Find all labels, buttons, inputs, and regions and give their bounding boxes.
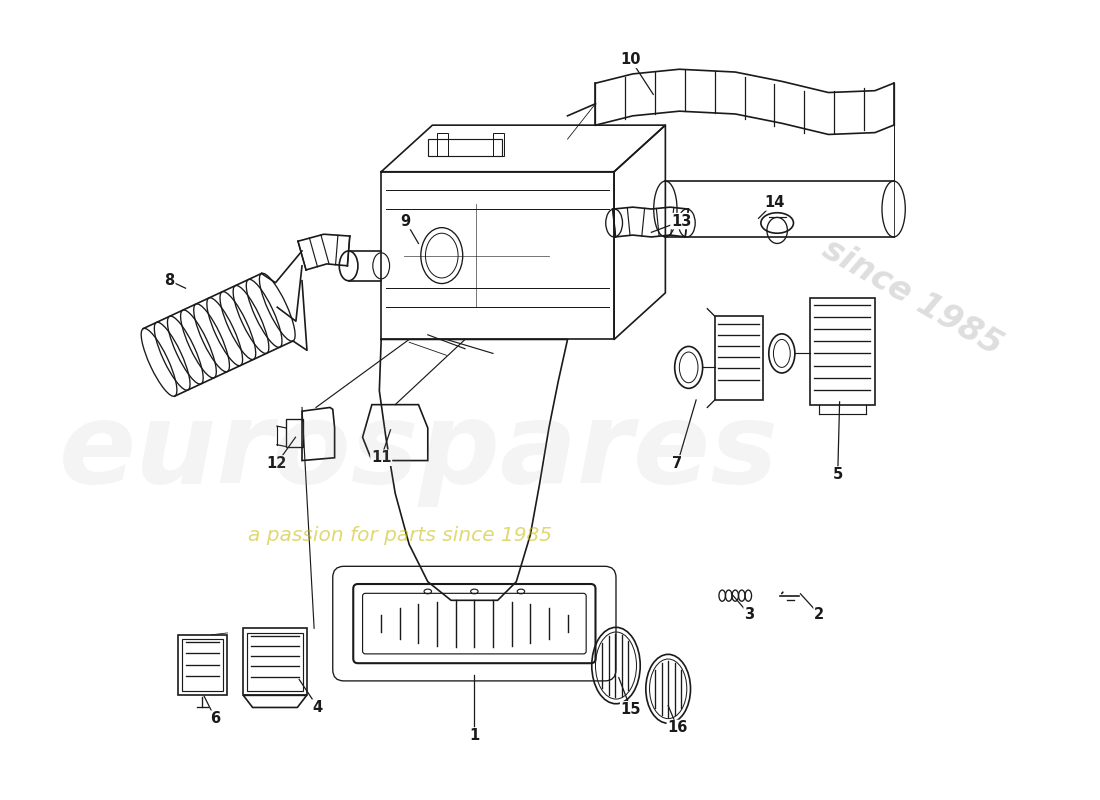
- Text: 1: 1: [470, 728, 480, 743]
- Bar: [248, 633, 302, 690]
- Text: 11: 11: [371, 450, 392, 466]
- Text: 13: 13: [671, 214, 692, 229]
- Text: 12: 12: [266, 456, 287, 471]
- Text: 2: 2: [814, 606, 824, 622]
- Bar: [493, 133, 504, 156]
- Text: 14: 14: [764, 195, 784, 210]
- Text: 7: 7: [672, 456, 682, 471]
- Text: 3: 3: [745, 606, 755, 622]
- Text: eurospares: eurospares: [58, 396, 779, 506]
- Text: 5: 5: [833, 467, 843, 482]
- Text: 15: 15: [620, 702, 641, 717]
- Bar: [286, 418, 302, 446]
- Bar: [428, 139, 503, 156]
- Text: 6: 6: [210, 711, 220, 726]
- Bar: [243, 628, 307, 695]
- Bar: [810, 298, 875, 405]
- Text: a passion for parts since 1985: a passion for parts since 1985: [248, 526, 552, 545]
- Bar: [182, 639, 223, 690]
- Bar: [178, 634, 227, 695]
- Bar: [715, 316, 763, 400]
- Text: 10: 10: [620, 53, 641, 67]
- FancyArrowPatch shape: [782, 592, 783, 594]
- Text: 8: 8: [165, 274, 175, 288]
- Bar: [437, 133, 449, 156]
- Text: 9: 9: [400, 214, 410, 229]
- Text: since 1985: since 1985: [816, 233, 1008, 362]
- Text: 4: 4: [312, 700, 323, 715]
- Text: 16: 16: [668, 721, 688, 735]
